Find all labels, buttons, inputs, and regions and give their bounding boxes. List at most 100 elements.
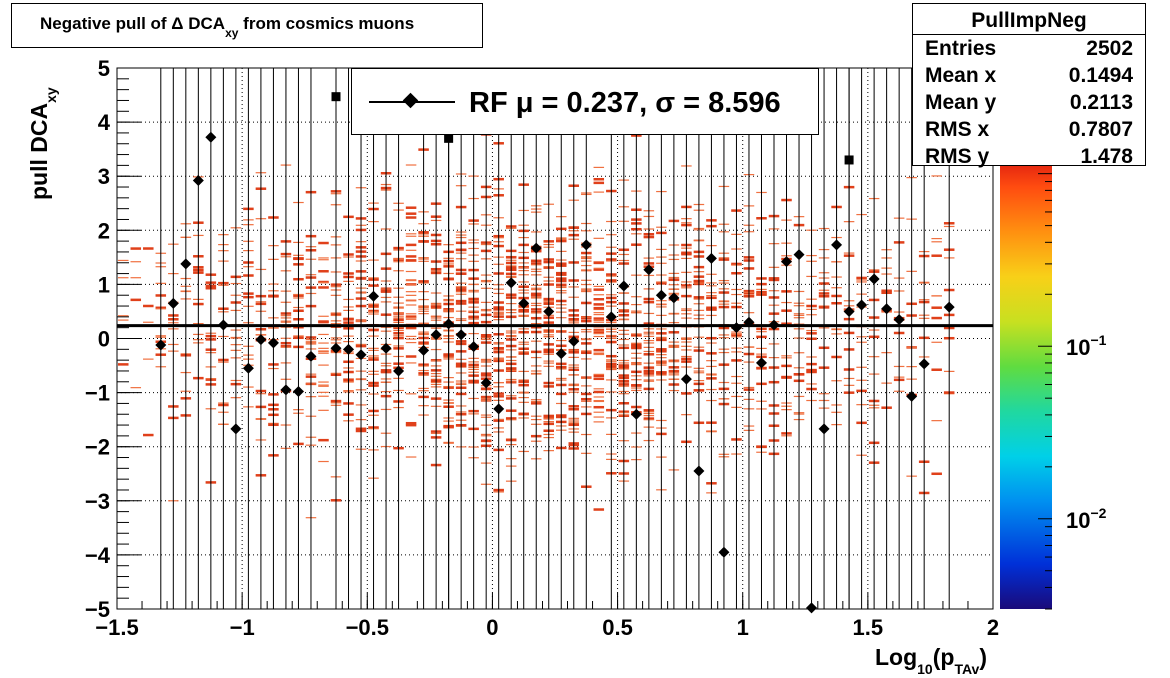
- heat-bin: [318, 364, 329, 366]
- x-tick-label: 2: [987, 615, 999, 640]
- heat-bin: [593, 294, 605, 296]
- heat-bin: [318, 333, 329, 336]
- colorbar-ticks: [1038, 173, 1052, 610]
- stats-row-entries: Entries 2502: [925, 37, 1133, 60]
- legend-diamond-icon: [402, 92, 419, 109]
- data-point-diamond: [530, 242, 542, 254]
- heat-bin: [593, 314, 605, 316]
- heat-bin: [593, 268, 605, 271]
- heat-bin: [318, 385, 329, 387]
- heat-bin: [405, 338, 417, 340]
- stats-title: PullImpNeg: [913, 7, 1145, 35]
- heat-bin: [318, 270, 329, 273]
- data-point-diamond: [768, 319, 780, 331]
- heat-bin: [593, 261, 605, 265]
- x-axis-ticks: [116, 593, 994, 609]
- heat-bin: [405, 326, 417, 329]
- data-point-diamond: [630, 408, 642, 420]
- y-tick-label: −4: [85, 543, 111, 568]
- heat-bin: [318, 384, 329, 386]
- heat-bin: [931, 241, 942, 243]
- heat-bin: [593, 303, 605, 306]
- heat-bin: [593, 335, 605, 338]
- heat-bin: [405, 235, 417, 237]
- heat-bin: [143, 433, 154, 437]
- heat-bin: [405, 270, 417, 273]
- data-point-diamond: [755, 357, 767, 369]
- heat-bin: [593, 396, 605, 398]
- x-tick-label: 1.5: [853, 615, 884, 640]
- stats-row-rms-y: RMS y 1.478: [925, 145, 1133, 168]
- heat-bin: [405, 304, 417, 306]
- heat-bin: [593, 373, 605, 375]
- data-markers: [155, 92, 955, 614]
- data-point-diamond: [655, 289, 667, 301]
- data-point-diamond: [555, 348, 567, 360]
- heat-bin: [593, 405, 605, 409]
- heat-bin: [593, 285, 605, 288]
- heat-bin: [593, 312, 605, 314]
- heat-bin: [405, 284, 417, 286]
- data-point-diamond: [743, 316, 755, 328]
- heat-bin: [118, 315, 129, 317]
- y-tick-label: −2: [85, 435, 110, 460]
- heat-bin: [130, 247, 142, 250]
- heat-bin: [318, 257, 329, 259]
- heat-bin: [118, 259, 129, 262]
- colorbar-labels: 10−1 10−2: [1066, 332, 1107, 533]
- heat-bin: [931, 341, 942, 343]
- heat-bin: [405, 233, 417, 235]
- heat-bin: [405, 393, 417, 395]
- data-point-diamond: [831, 239, 843, 251]
- data-point-square: [331, 92, 341, 102]
- heat-bin: [318, 438, 329, 442]
- y-tick-label: −1: [85, 381, 110, 406]
- heat-bin: [931, 472, 942, 476]
- x-tick-label: −1: [230, 615, 255, 640]
- data-point-diamond: [856, 299, 868, 311]
- heat-bin: [593, 267, 605, 269]
- data-point-diamond: [893, 314, 905, 326]
- data-point-diamond: [806, 602, 818, 614]
- data-point-diamond: [355, 349, 367, 361]
- heat-bin: [318, 352, 329, 354]
- data-point-diamond: [781, 256, 793, 268]
- data-point-diamond: [518, 297, 530, 309]
- heat-bin: [931, 420, 942, 422]
- heat-bin: [593, 181, 605, 185]
- heat-bin: [405, 313, 417, 315]
- heat-bin: [405, 355, 417, 358]
- heat-bin: [593, 166, 605, 169]
- heat-bin: [593, 321, 605, 323]
- data-point-diamond: [505, 277, 517, 289]
- data-point-diamond: [580, 239, 592, 251]
- heat-bin: [593, 377, 605, 381]
- chart-title: Negative pull of Δ DCAxy from cosmics mu…: [40, 14, 415, 40]
- heat-bin: [593, 306, 605, 310]
- heat-bin: [405, 249, 417, 251]
- colorbar-label: 10−1: [1066, 332, 1107, 360]
- heat-bin: [931, 306, 942, 309]
- data-point-diamond: [217, 319, 229, 331]
- y-tick-label: 3: [98, 164, 110, 189]
- data-point-diamond: [906, 390, 918, 402]
- chart-title-box: Negative pull of Δ DCAxy from cosmics mu…: [11, 3, 483, 48]
- heat-bin: [130, 261, 142, 263]
- y-axis-label: pull DCAxy: [26, 87, 59, 200]
- heat-bin: [405, 206, 417, 209]
- y-tick-label: −3: [85, 489, 110, 514]
- stats-row-mean-y: Mean y 0.2113: [925, 91, 1133, 114]
- heat-bin: [931, 175, 942, 177]
- data-point-diamond: [267, 337, 279, 349]
- data-point-diamond: [730, 322, 742, 334]
- stats-row-rms-x: RMS x 0.7807: [925, 118, 1133, 141]
- data-point-diamond: [693, 465, 705, 477]
- data-point-square: [844, 155, 854, 165]
- x-tick-label: 0: [486, 615, 498, 640]
- data-point-diamond: [280, 384, 292, 396]
- heat-bin: [405, 300, 417, 302]
- data-point-diamond: [455, 329, 467, 341]
- heat-bin: [593, 308, 605, 311]
- data-point-diamond: [705, 252, 717, 264]
